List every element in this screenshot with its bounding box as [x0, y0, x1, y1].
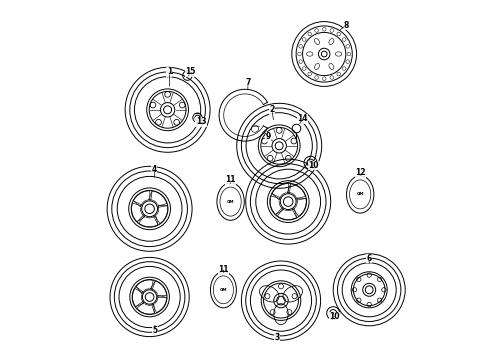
Text: 2: 2	[270, 105, 274, 114]
Text: 11: 11	[225, 175, 236, 184]
Text: 6: 6	[367, 254, 372, 263]
Text: 3: 3	[275, 333, 280, 342]
Text: 15: 15	[185, 68, 196, 77]
Text: 11: 11	[218, 266, 229, 274]
Text: 12: 12	[355, 168, 366, 177]
Text: 8: 8	[343, 21, 348, 30]
Text: GM: GM	[220, 288, 227, 292]
Text: GM: GM	[356, 192, 364, 197]
Text: 10: 10	[329, 312, 340, 321]
Text: 5: 5	[152, 326, 158, 335]
Text: 10: 10	[308, 161, 318, 170]
Text: 1: 1	[167, 68, 172, 77]
Text: 4: 4	[152, 165, 157, 174]
Text: 9: 9	[266, 132, 271, 141]
Text: 13: 13	[196, 117, 206, 126]
Text: GM: GM	[227, 199, 234, 204]
Text: 14: 14	[297, 114, 308, 123]
Text: 7: 7	[245, 78, 250, 87]
